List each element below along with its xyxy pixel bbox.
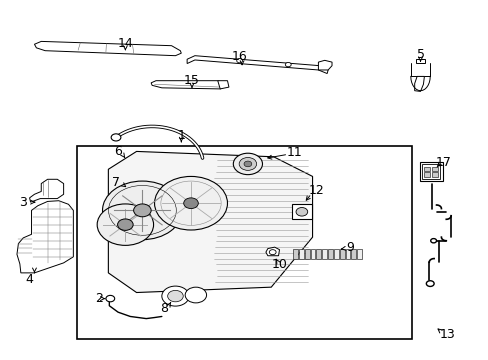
Text: 16: 16: [231, 50, 247, 63]
Bar: [419, 162, 442, 181]
Polygon shape: [108, 152, 312, 293]
Polygon shape: [217, 81, 228, 89]
Text: 13: 13: [439, 328, 455, 341]
Circle shape: [117, 219, 133, 230]
Polygon shape: [265, 247, 279, 256]
Bar: [291, 204, 311, 219]
Circle shape: [111, 134, 121, 141]
Bar: [77, 146, 411, 339]
Bar: [333, 249, 338, 259]
Bar: [339, 249, 344, 259]
Polygon shape: [30, 179, 63, 202]
Text: 2: 2: [95, 292, 102, 305]
Bar: [292, 249, 297, 259]
Polygon shape: [414, 76, 424, 91]
Text: 15: 15: [183, 74, 200, 87]
Circle shape: [133, 204, 151, 217]
Circle shape: [430, 239, 436, 243]
Circle shape: [97, 204, 153, 246]
Text: 6: 6: [114, 145, 122, 158]
Text: 3: 3: [20, 195, 27, 209]
Circle shape: [185, 287, 206, 303]
Polygon shape: [415, 59, 425, 63]
Text: 1: 1: [177, 129, 185, 142]
Text: 12: 12: [308, 184, 324, 197]
Text: 14: 14: [117, 37, 133, 50]
Polygon shape: [34, 41, 181, 56]
Bar: [423, 167, 429, 171]
Circle shape: [183, 198, 198, 208]
Polygon shape: [17, 201, 73, 273]
Polygon shape: [151, 81, 225, 89]
Circle shape: [233, 153, 262, 175]
Polygon shape: [318, 60, 331, 70]
Circle shape: [154, 176, 227, 230]
Circle shape: [269, 249, 276, 255]
Bar: [322, 249, 326, 259]
Circle shape: [239, 157, 256, 170]
Bar: [423, 172, 429, 177]
Circle shape: [285, 63, 290, 67]
Bar: [351, 249, 356, 259]
Text: 17: 17: [435, 156, 451, 168]
Text: 4: 4: [25, 273, 34, 286]
Bar: [316, 249, 321, 259]
Bar: [345, 249, 350, 259]
Circle shape: [167, 291, 183, 302]
Circle shape: [236, 59, 242, 63]
Text: 11: 11: [285, 146, 302, 159]
Text: 8: 8: [160, 302, 168, 315]
Bar: [431, 172, 437, 177]
Circle shape: [244, 161, 251, 167]
Bar: [298, 249, 303, 259]
Polygon shape: [187, 56, 327, 73]
Text: 5: 5: [416, 48, 424, 61]
Text: 7: 7: [112, 176, 120, 189]
Bar: [422, 164, 439, 179]
Bar: [431, 167, 437, 171]
Circle shape: [106, 296, 115, 302]
Bar: [327, 249, 332, 259]
Bar: [310, 249, 315, 259]
Circle shape: [102, 181, 182, 240]
Circle shape: [426, 281, 433, 287]
Bar: [357, 249, 362, 259]
Text: 10: 10: [271, 258, 287, 271]
Bar: [304, 249, 309, 259]
Circle shape: [295, 207, 307, 216]
Circle shape: [162, 286, 189, 306]
Text: 9: 9: [346, 240, 354, 254]
